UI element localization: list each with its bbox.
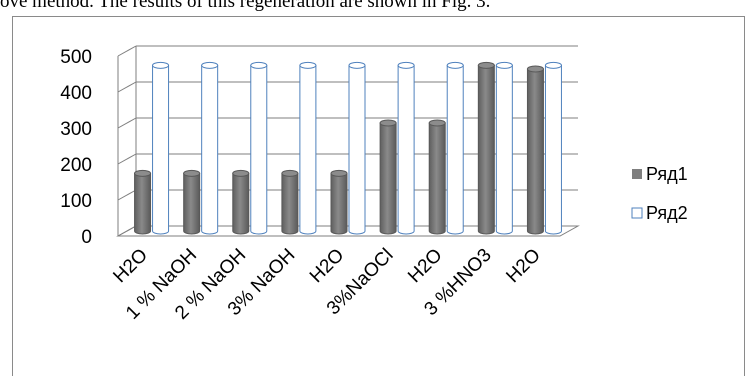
bar-series-1 — [428, 119, 446, 235]
bar-series-1 — [330, 169, 348, 235]
legend-label-1: Ряд1 — [646, 164, 688, 184]
bar-series-1 — [232, 169, 250, 235]
legend: Ряд1 Ряд2 — [631, 164, 688, 223]
bar-series-2 — [152, 61, 170, 235]
floor — [116, 225, 580, 237]
gridline-side — [117, 45, 137, 57]
x-tick-label: H2O — [306, 245, 348, 287]
x-tick-label: H2O — [502, 245, 544, 287]
y-tick-label: 400 — [60, 83, 92, 104]
bar-series-2 — [250, 61, 268, 235]
bar-series-1 — [281, 169, 299, 235]
bar-series-2 — [446, 61, 464, 235]
gridline-side — [117, 117, 137, 129]
bar-series-2 — [299, 61, 317, 235]
legend-swatch-1 — [632, 169, 642, 179]
bar-series-2 — [544, 61, 562, 235]
caption-text: ove method. The results of this regenera… — [0, 0, 491, 12]
legend-swatch-2 — [631, 207, 643, 219]
gridline-side — [117, 81, 137, 93]
y-tick-label: 0 — [81, 227, 92, 248]
bar-series-1 — [134, 169, 152, 235]
gridline-side — [117, 189, 137, 201]
y-tick-label: 300 — [60, 119, 92, 140]
bar-series-1 — [526, 65, 544, 235]
bar-series-1 — [379, 119, 397, 235]
bar-series-2 — [201, 61, 219, 235]
y-tick-label: 200 — [60, 155, 92, 176]
chart-frame — [12, 16, 745, 376]
gridline-side — [117, 153, 137, 165]
y-tick-label: 500 — [60, 47, 92, 68]
x-tick-label: H2O — [404, 245, 446, 287]
y-tick-label: 100 — [60, 191, 92, 212]
bar-series-2 — [397, 61, 415, 235]
bar-series-1 — [183, 169, 201, 235]
bar-series-2 — [348, 61, 366, 235]
bar-series-2 — [495, 61, 513, 235]
bar-series-1 — [477, 61, 495, 235]
x-tick-label: H2O — [110, 245, 152, 287]
legend-label-2: Ряд2 — [646, 203, 688, 223]
